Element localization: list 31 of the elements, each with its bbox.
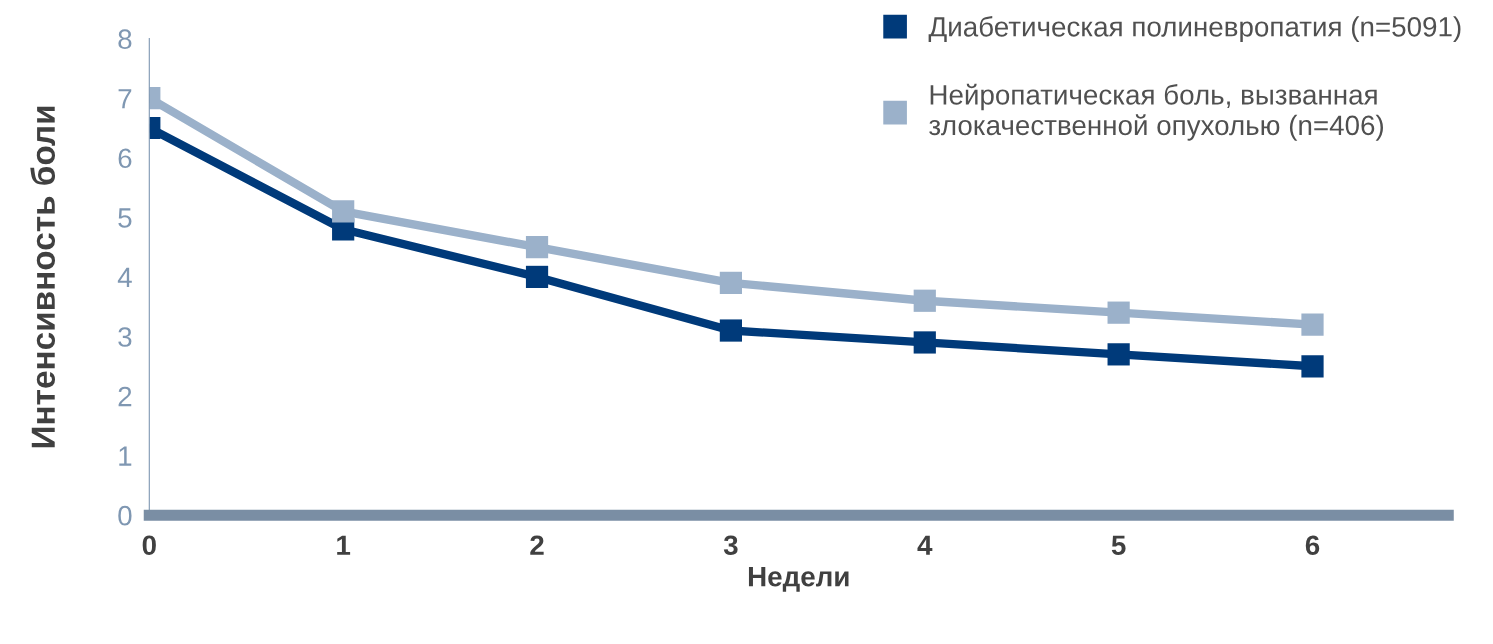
y-axis-title: Интенсивность боли — [30, 106, 56, 448]
y-tick-label: 0 — [118, 505, 132, 526]
x-tick-label: 6 — [1305, 535, 1320, 556]
x-tick-label: 4 — [917, 535, 933, 555]
x-tick-label: 2 — [530, 535, 544, 555]
x-tick-label: 5 — [1111, 535, 1126, 556]
point — [332, 200, 355, 223]
point — [525, 236, 549, 259]
y-tick-label: 4 — [117, 267, 132, 287]
y-tick-label: 5 — [118, 208, 132, 228]
point — [525, 265, 549, 289]
y-tick-label: 7 — [118, 89, 132, 109]
x-axis-title: Недели — [748, 567, 849, 592]
y-tick-label: 6 — [118, 148, 132, 169]
y-tick-label: 3 — [118, 327, 132, 347]
point — [1301, 355, 1324, 378]
point — [1301, 313, 1324, 336]
point — [1107, 343, 1130, 366]
x-tick-label: 0 — [142, 535, 156, 556]
x-tick-label: 1 — [337, 535, 351, 555]
point — [719, 319, 743, 342]
legend-label: Диабетическая полиневропатия (n=5091) — [928, 15, 1461, 43]
point — [1107, 301, 1130, 324]
point — [719, 271, 743, 294]
x-tick-label: 3 — [723, 535, 738, 556]
legend-label: Нейропатическая боль, вызванная злокачественной опухолью (n=406) — [929, 83, 1383, 141]
point — [913, 289, 936, 312]
y-tick-label: 8 — [118, 29, 132, 49]
y-tick-label: 2 — [118, 386, 132, 407]
y-tick-label: 1 — [119, 446, 132, 466]
point — [913, 331, 936, 354]
